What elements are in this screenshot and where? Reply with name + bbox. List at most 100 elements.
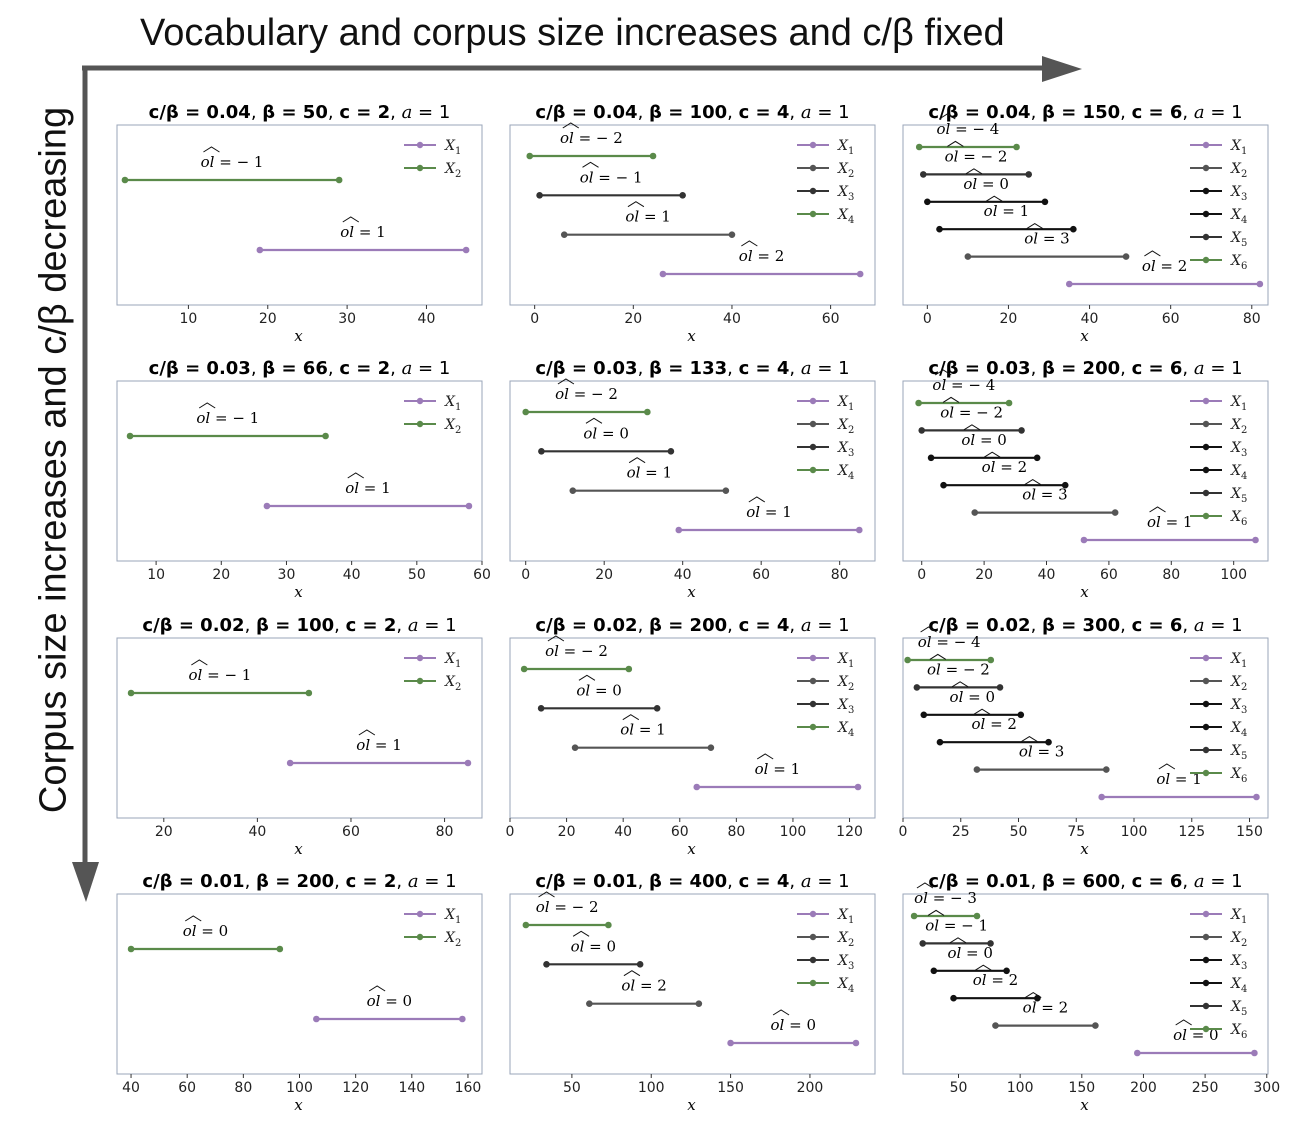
legend-marker (1202, 256, 1210, 264)
hat-mark (756, 753, 774, 760)
interval-end-point (465, 502, 473, 510)
legend-marker (1202, 677, 1210, 685)
legend-label: X2 (444, 417, 461, 436)
ol-label: ol = 0 (367, 992, 412, 1010)
ol-label: ol = 1 (340, 223, 385, 241)
x-tick-label: 40 (1081, 311, 1099, 327)
panel-2: c/β = 0.04, β = 100, c = 4, a = 1 0 20 40 60… (509, 102, 876, 345)
x-axis-label: x (687, 840, 696, 858)
x-axis-label: x (687, 583, 696, 601)
x-tick-label: 160 (455, 1080, 482, 1096)
hat-mark (916, 882, 934, 889)
interval-X4: ol = − 2 (520, 635, 633, 673)
hat-mark (1021, 736, 1038, 743)
x-tick-label: 20 (975, 567, 993, 583)
interval-X1: ol = 1 (1080, 506, 1259, 544)
x-tick-label: 30 (338, 311, 356, 327)
interval-X1: ol = 1 (263, 472, 473, 510)
ol-label: ol = − 2 (560, 129, 623, 147)
hat-mark (983, 451, 1001, 458)
legend-label: X4 (1230, 976, 1247, 995)
x-tick-label: 100 (1007, 1080, 1034, 1096)
legend: X1 X2 X3 X4 (797, 907, 854, 995)
interval-X1: ol = 1 (256, 216, 470, 254)
interval-end-point (462, 246, 470, 254)
legend-marker (1202, 723, 1210, 731)
panel-11: c/β = 0.01, β = 400, c = 4, a = 1 50 100 15… (509, 871, 876, 1114)
x-tick-label: 75 (1067, 824, 1085, 840)
legend-label: X5 (1230, 743, 1247, 762)
interval-end-point (625, 665, 633, 673)
interval-end-point (1018, 427, 1025, 434)
x-tick-label: 150 (1236, 824, 1263, 840)
interval-start-point (904, 656, 911, 664)
interval-end-point (987, 656, 995, 664)
interval-X6: ol = − 4 (915, 113, 1020, 151)
x-axis-label: x (1080, 1096, 1089, 1114)
legend-marker (416, 141, 424, 149)
panel-title: c/β = 0.03, β = 66, c = 2, a = 1 (149, 358, 451, 379)
interval-start-point (121, 176, 129, 184)
hat-mark (582, 161, 599, 168)
hat-mark (741, 240, 758, 247)
interval-start-point (930, 967, 938, 975)
legend-marker (1202, 1002, 1210, 1010)
hat-mark (942, 396, 960, 403)
legend-label: X3 (837, 697, 854, 716)
hat-mark (973, 708, 991, 715)
legend-label: X1 (1230, 394, 1247, 413)
interval-start-point (538, 448, 545, 455)
interval-start-point (919, 940, 927, 947)
horizontal-arrow-head (1042, 56, 1082, 82)
legend-label: X2 (444, 674, 461, 693)
x-axis-label: x (1080, 840, 1089, 858)
panel-6: c/β = 0.03, β = 200, c = 6, a = 1 0 20 40 60… (902, 358, 1269, 601)
legend-label: X2 (837, 674, 854, 693)
ol-label: ol = 0 (950, 688, 995, 706)
interval-X1: ol = 0 (727, 1009, 860, 1047)
x-tick-label: 200 (797, 1080, 824, 1096)
interval-X4: ol = − 2 (526, 122, 657, 160)
interval-start-point (586, 1000, 593, 1007)
legend-label: X4 (1230, 720, 1247, 739)
interval-X5: ol = − 1 (919, 909, 994, 947)
interval-X3: ol = 0 (537, 674, 661, 712)
x-tick-label: 60 (178, 1080, 196, 1096)
legend-marker (1202, 956, 1210, 964)
x-tick-label: 150 (1068, 1080, 1095, 1096)
interval-end-point (707, 744, 715, 751)
interval-start-point (1080, 536, 1088, 544)
legend-label: X1 (444, 138, 461, 157)
interval-X2: ol = 3 (973, 736, 1110, 773)
legend-label: X2 (837, 930, 854, 949)
x-tick-label: 0 (521, 567, 530, 583)
x-tick-label: 10 (179, 311, 197, 327)
x-tick-label: 60 (752, 567, 770, 583)
legend-label: X3 (1230, 697, 1247, 716)
interval-start-point (560, 231, 568, 238)
x-tick-label: 40 (1038, 567, 1056, 583)
interval-X6: ol = − 4 (904, 626, 995, 664)
interval-start-point (569, 487, 577, 494)
ol-label: ol = 1 (1156, 770, 1201, 788)
x-tick-label: 0 (899, 824, 908, 840)
interval-start-point (727, 1039, 734, 1047)
interval-X6: ol = − 3 (910, 882, 981, 920)
ol-label: ol = 0 (771, 1016, 816, 1034)
interval-start-point (286, 759, 294, 767)
legend-marker (809, 164, 817, 172)
panel-8: c/β = 0.02, β = 200, c = 4, a = 1 0 20 40 60… (506, 615, 876, 858)
ol-label: ol = 2 (739, 247, 784, 265)
x-axis-label: x (294, 1096, 303, 1114)
interval-start-point (537, 705, 545, 712)
interval-end-point (459, 1015, 466, 1023)
x-tick-label: 120 (836, 824, 863, 840)
x-tick-label: 0 (917, 567, 926, 583)
hat-mark (562, 122, 580, 129)
ol-label: ol = − 2 (545, 642, 608, 660)
interval-X1: ol = 2 (1065, 250, 1264, 288)
legend-label: X1 (837, 651, 854, 670)
interval-end-point (728, 231, 736, 238)
interval-X5: ol = − 2 (919, 140, 1033, 178)
x-tick-label: 0 (530, 311, 539, 327)
